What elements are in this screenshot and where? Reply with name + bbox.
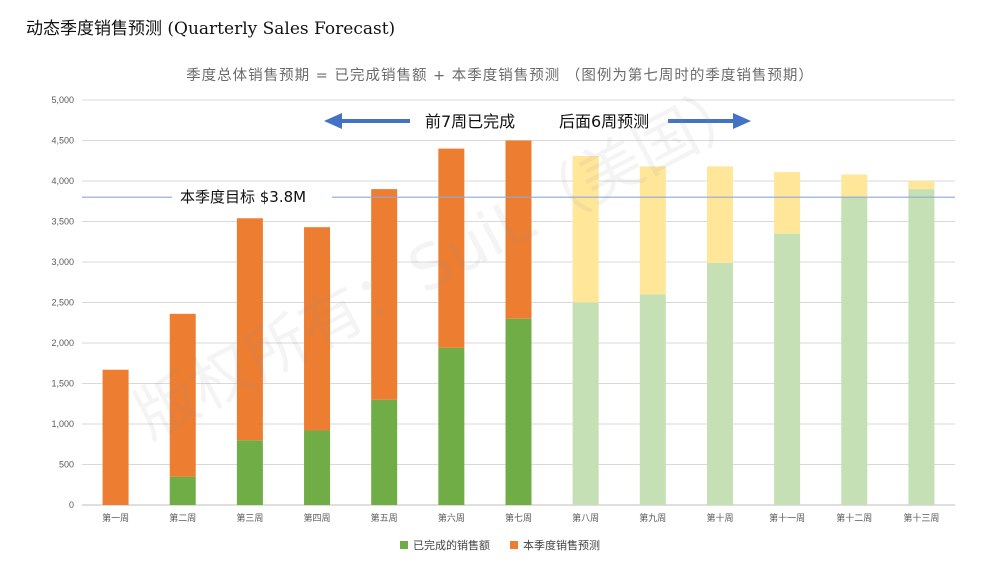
- bar-forecast: [236, 218, 263, 441]
- target-label-background: [172, 185, 332, 208]
- bar-completed: [841, 197, 868, 505]
- forecast-weeks-label: 后面6周预测: [559, 112, 649, 131]
- y-tick-label: 2,000: [51, 338, 74, 348]
- bar-completed: [169, 476, 196, 505]
- bar-forecast: [505, 140, 532, 319]
- bar-forecast: [908, 181, 935, 190]
- legend-swatch-completed: [400, 541, 408, 549]
- y-tick-label: 1,000: [51, 419, 74, 429]
- completed-weeks-label: 前7周已完成: [425, 112, 515, 131]
- x-tick-label: 第十一周: [769, 512, 805, 524]
- legend-item-completed: 已完成的销售额: [400, 537, 490, 553]
- x-tick-label: 第十周: [706, 512, 733, 524]
- y-tick-label: 500: [59, 460, 74, 470]
- y-tick-label: 3,000: [51, 257, 74, 267]
- bar-completed: [304, 430, 331, 505]
- bar-forecast: [304, 227, 331, 431]
- bar-forecast: [102, 369, 129, 505]
- x-tick-label: 第四周: [304, 512, 331, 524]
- legend-swatch-forecast: [510, 541, 518, 549]
- bar-forecast: [774, 172, 801, 234]
- bar-completed: [438, 347, 465, 505]
- y-tick-label: 4,000: [51, 176, 74, 186]
- x-tick-label: 第一周: [102, 512, 129, 524]
- bars-layer: [102, 140, 935, 505]
- x-tick-label: 第十三周: [903, 512, 939, 524]
- bar-completed: [236, 440, 263, 505]
- y-tick-label: 0: [69, 500, 74, 510]
- axis-layer: 0 500 1,000 1,500 2,000 2,500 3,000 3,500 4,000 4…: [51, 95, 939, 524]
- x-tick-label: 第五周: [371, 512, 398, 524]
- bar-forecast: [572, 155, 599, 303]
- y-tick-label: 3,500: [51, 217, 74, 227]
- right-arrow-icon: [733, 113, 751, 129]
- chart-title: 季度总体销售预期 = 已完成销售额 + 本季度销售预测 （图例为第七周时的季度销…: [186, 68, 814, 84]
- bar-completed: [505, 318, 532, 505]
- page-title: 动态季度销售预测 (Quarterly Sales Forecast): [26, 19, 396, 39]
- bar-completed: [572, 302, 599, 505]
- bar-forecast: [841, 174, 868, 198]
- x-tick-label: 第九周: [639, 512, 666, 524]
- x-tick-label: 第六周: [438, 512, 465, 524]
- bar-forecast: [169, 313, 196, 477]
- x-tick-label: 第七周: [505, 512, 532, 524]
- annotation-layer: 本季度目标 $3.8M 前7周已完成 后面6周预测: [82, 112, 955, 208]
- x-tick-label: 第三周: [236, 512, 263, 524]
- bar-completed: [639, 294, 666, 505]
- y-tick-label: 5,000: [51, 95, 74, 105]
- y-tick-label: 4,500: [51, 136, 74, 146]
- bar-forecast: [438, 148, 465, 348]
- bar-completed: [908, 189, 935, 505]
- bar-forecast: [639, 166, 666, 295]
- left-arrow-icon: [324, 113, 342, 129]
- chart-legend: 已完成的销售额 本季度销售预测: [0, 537, 1000, 553]
- legend-label-completed: 已完成的销售额: [413, 539, 490, 552]
- target-label: 本季度目标 $3.8M: [180, 188, 306, 206]
- legend-label-forecast: 本季度销售预测: [523, 539, 600, 552]
- bar-forecast: [706, 166, 733, 263]
- bar-completed: [774, 233, 801, 505]
- bar-completed: [371, 399, 398, 505]
- x-tick-label: 第八周: [572, 512, 599, 524]
- x-tick-label: 第二周: [169, 512, 196, 524]
- x-tick-label: 第十二周: [836, 512, 872, 524]
- y-tick-label: 2,500: [51, 298, 74, 308]
- legend-item-forecast: 本季度销售预测: [510, 537, 600, 553]
- bar-forecast: [371, 189, 398, 400]
- bar-completed: [706, 262, 733, 505]
- y-tick-label: 1,500: [51, 379, 74, 389]
